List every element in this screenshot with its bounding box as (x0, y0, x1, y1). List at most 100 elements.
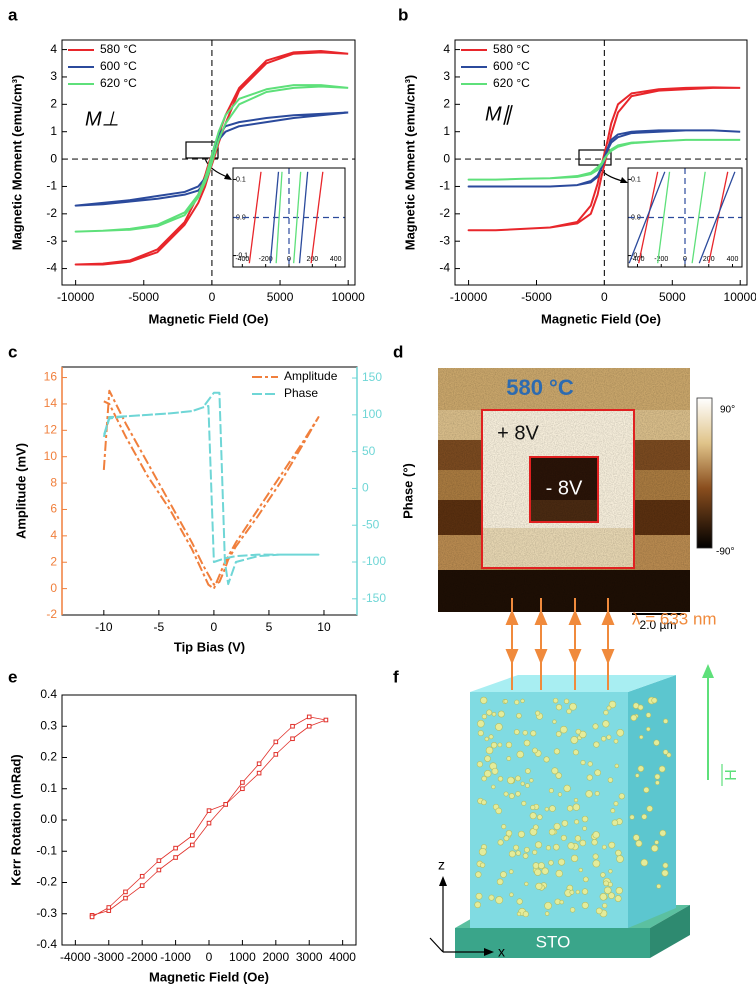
y-tick-label: 3 (443, 69, 450, 83)
x-tick-label: 10 (317, 620, 331, 634)
x-tick-label: 1000 (229, 950, 256, 964)
series-line (467, 129, 741, 188)
arrow-head (601, 609, 615, 625)
axis-label: x (498, 944, 505, 960)
nanoparticle (637, 765, 645, 772)
data-point (123, 889, 128, 895)
x-tick-label: 0 (211, 620, 218, 634)
nanoparticle (608, 700, 617, 709)
nanoparticle (541, 867, 549, 875)
y-tick-label: 0.0 (631, 214, 641, 221)
nanoparticle (611, 819, 619, 826)
y-tick-label: 8 (50, 475, 57, 489)
arrow-head (601, 649, 615, 665)
nanoparticle (544, 807, 549, 812)
nanoparticle (575, 728, 582, 735)
nanoparticle (600, 872, 606, 878)
x-tick-label: -400 (630, 256, 644, 263)
nanoparticle (476, 761, 483, 768)
legend-label: Amplitude (284, 369, 338, 383)
nanoparticle (516, 750, 524, 759)
y-tick-label: -0.1 (36, 843, 57, 857)
y-tick-label: 14 (44, 396, 58, 410)
x-axis-label: Magnetic Field (Oe) (149, 311, 269, 326)
y-tick-label: 0.1 (631, 176, 641, 183)
nanoparticle (516, 712, 522, 719)
nanoparticle (529, 812, 537, 820)
chart: -10 -5 0 5 10-20246810121416-150-100-5005010… (13, 366, 415, 654)
nanoparticle (659, 829, 667, 837)
nanoparticle (608, 869, 613, 874)
x-tick-label: -10000 (57, 290, 95, 304)
nanoparticle (563, 784, 571, 793)
nanoparticle (521, 800, 527, 806)
x-tick-label: -5000 (521, 290, 552, 304)
nanoparticle (635, 773, 640, 778)
data-point (173, 855, 178, 860)
arrow-head (568, 649, 582, 665)
nanoparticle (508, 850, 516, 858)
nanoparticle (592, 723, 599, 730)
film-front (470, 692, 628, 928)
nanoparticle (535, 710, 541, 716)
nanoparticle (488, 734, 494, 740)
nanoparticle (635, 840, 643, 847)
nanoparticle (583, 876, 589, 883)
nanoparticle (553, 843, 560, 851)
series-line (74, 84, 349, 233)
schematic: STO λ = 633 nm H z x (429, 598, 740, 960)
nanoparticle (661, 869, 669, 877)
y2-tick-label: -150 (362, 591, 386, 605)
colorbar-label: 90° (720, 405, 735, 416)
y2-axis-label: Phase (°) (400, 463, 415, 519)
arrow-head (505, 609, 519, 625)
y-axis-label: Kerr Rotation (mRad) (8, 754, 23, 885)
nanoparticle (592, 831, 600, 839)
nanoparticle (585, 790, 593, 798)
nanoparticle (477, 719, 485, 728)
x-tick-label: -2000 (127, 950, 158, 964)
nanoparticle (497, 839, 504, 846)
nanoparticle (505, 830, 513, 837)
nanoparticle (614, 763, 619, 769)
nanoparticle (592, 853, 599, 860)
nanoparticle (578, 867, 583, 873)
nanoparticle (662, 749, 669, 755)
nanoparticle (481, 713, 487, 720)
bias-label: + 8V (497, 422, 539, 444)
data-point (240, 780, 245, 785)
y-tick-label: 0 (443, 151, 450, 165)
series-line (269, 171, 280, 264)
y2-tick-label: 0 (362, 481, 369, 495)
series-line (698, 171, 736, 264)
y-tick-label: -4 (439, 261, 450, 275)
nanoparticle (643, 786, 650, 793)
nanoparticle (530, 730, 537, 737)
nanoparticle (488, 894, 495, 901)
y2-tick-label: -100 (362, 554, 386, 568)
nanoparticle (484, 770, 492, 778)
plot-frame (232, 167, 346, 268)
data-point (189, 842, 195, 848)
nanoparticle (491, 767, 499, 775)
data-point (256, 761, 262, 767)
y-tick-label: -3 (46, 233, 57, 247)
nanoparticle (569, 702, 577, 711)
nanoparticle (485, 746, 494, 755)
legend-label: 600 °C (493, 59, 530, 73)
nanoparticle (570, 854, 579, 863)
nanoparticle (515, 775, 521, 782)
panel-label: b (398, 5, 408, 24)
image-texture (438, 368, 690, 612)
y-tick-label: -3 (439, 233, 450, 247)
nanoparticle (516, 898, 523, 905)
film-top (470, 675, 676, 692)
y-tick-label: 3 (50, 69, 57, 83)
nanoparticle (505, 741, 513, 749)
nanoparticle (570, 736, 579, 744)
nanoparticle (484, 736, 489, 742)
nanoparticle (645, 712, 652, 718)
data-point (139, 873, 145, 879)
nanoparticle (532, 747, 538, 754)
axis-line (429, 937, 444, 953)
